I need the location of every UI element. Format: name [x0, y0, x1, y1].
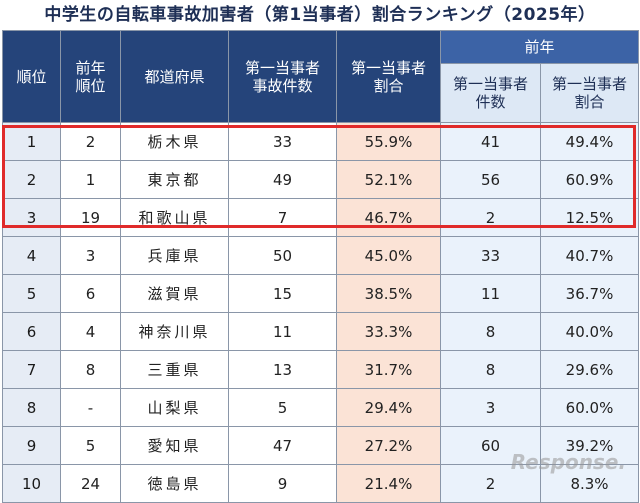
- share-cell: 21.4%: [336, 464, 441, 503]
- prev-share-cell: 12.5%: [539, 198, 640, 237]
- table-row: 1 2 栃木県 33 55.9% 41 49.4%: [2, 122, 640, 161]
- prev-rank-cell: 2: [60, 122, 121, 161]
- share-cell: 55.9%: [336, 122, 441, 161]
- prev-rank-cell: 4: [60, 312, 121, 351]
- prev-rank-cell: 1: [60, 160, 121, 199]
- share-cell: 33.3%: [336, 312, 441, 351]
- cases-cell: 49: [228, 160, 337, 199]
- table-row: 8- 山梨県 5 29.4% 3 60.0%: [2, 388, 640, 427]
- prev-cases-cell: 56: [440, 160, 541, 199]
- table-row: 9 5 愛知県 47 27.2% 60 39.2%: [2, 426, 640, 465]
- prev-share-cell: 36.7%: [539, 274, 640, 313]
- share-cell: 45.0%: [336, 236, 441, 275]
- rank-cell: 8: [2, 388, 61, 427]
- prev-cases-cell: 3: [440, 388, 541, 427]
- prefecture-cell: 栃木県: [120, 122, 229, 161]
- rank-cell: 4: [2, 236, 61, 275]
- prefecture-cell: 兵庫県: [120, 236, 229, 275]
- rank-cell: 1: [2, 122, 61, 161]
- share-cell: 27.2%: [336, 426, 441, 465]
- prev-rank-cell: 8: [60, 350, 121, 389]
- prev-cases-cell: 2: [440, 198, 541, 237]
- share-cell: 52.1%: [336, 160, 441, 199]
- table-row: 3 19 和歌山県 7 46.7% 2 12.5%: [2, 198, 640, 237]
- header-share: 第一当事者 割合: [336, 30, 441, 123]
- prev-cases-cell: 60: [440, 426, 541, 465]
- prev-share-cell: 60.9%: [539, 160, 640, 199]
- prev-cases-cell: 8: [440, 312, 541, 351]
- prev-rank-cell: 3: [60, 236, 121, 275]
- cases-cell: 15: [228, 274, 337, 313]
- rank-cell: 7: [2, 350, 61, 389]
- prev-share-cell: 60.0%: [539, 388, 640, 427]
- prefecture-cell: 滋賀県: [120, 274, 229, 313]
- table-row: 5 6 滋賀県 15 38.5% 11 36.7%: [2, 274, 640, 313]
- header-prefecture: 都道府県: [120, 30, 229, 123]
- prev-cases-cell: 41: [440, 122, 541, 161]
- prefecture-cell: 東京都: [120, 160, 229, 199]
- prev-cases-cell: 33: [440, 236, 541, 275]
- header-prev-group: 前年: [439, 30, 640, 64]
- rank-cell: 10: [2, 464, 61, 503]
- prefecture-cell: 三重県: [120, 350, 229, 389]
- prefecture-cell: 神奈川県: [120, 312, 229, 351]
- prev-rank-cell: 6: [60, 274, 121, 313]
- prefecture-cell: 和歌山県: [120, 198, 229, 237]
- prev-rank-cell: -: [60, 388, 121, 427]
- prefecture-cell: 愛知県: [120, 426, 229, 465]
- table-row: 7 8 三重県 13 31.7% 8 29.6%: [2, 350, 640, 389]
- prev-share-cell: 49.4%: [539, 122, 640, 161]
- header-prev-rank: 前年 順位: [60, 30, 121, 123]
- cases-cell: 5: [228, 388, 337, 427]
- prev-share-cell: 40.0%: [539, 312, 640, 351]
- rank-cell: 9: [2, 426, 61, 465]
- prev-cases-cell: 8: [440, 350, 541, 389]
- header-rank: 順位: [2, 30, 61, 123]
- rank-cell: 5: [2, 274, 61, 313]
- prev-share-cell: 40.7%: [539, 236, 640, 275]
- cases-cell: 47: [228, 426, 337, 465]
- prev-share-cell: 29.6%: [539, 350, 640, 389]
- cases-cell: 11: [228, 312, 337, 351]
- table-row: 2 1 東京都 49 52.1% 56 60.9%: [2, 160, 640, 199]
- rank-cell: 3: [2, 198, 61, 237]
- header-prev-cases: 第一当事者 件数: [440, 63, 541, 123]
- header-prev-share: 第一当事者 割合: [539, 63, 640, 123]
- prefecture-cell: 徳島県: [120, 464, 229, 503]
- prev-rank-cell: 24: [60, 464, 121, 503]
- page-title: 中学生の自転車事故加害者（第1当事者）割合ランキング（2025年）: [44, 5, 596, 25]
- rank-cell: 6: [2, 312, 61, 351]
- prefecture-cell: 山梨県: [120, 388, 229, 427]
- share-cell: 38.5%: [336, 274, 441, 313]
- response-watermark: Response.: [510, 450, 626, 474]
- cases-cell: 33: [228, 122, 337, 161]
- share-cell: 29.4%: [336, 388, 441, 427]
- prev-share-cell: 39.2%: [539, 426, 640, 465]
- cases-cell: 7: [228, 198, 337, 237]
- rank-cell: 2: [2, 160, 61, 199]
- share-cell: 31.7%: [336, 350, 441, 389]
- header-cases: 第一当事者 事故件数: [228, 30, 337, 123]
- ranking-table: 順位 前年 順位 都道府県 第一当事者 事故件数 第一当事者 割合 前年 第一当…: [2, 30, 640, 503]
- table-row: 4 3 兵庫県 50 45.0% 33 40.7%: [2, 236, 640, 275]
- prev-cases-cell: 11: [440, 274, 541, 313]
- prev-rank-cell: 19: [60, 198, 121, 237]
- prev-rank-cell: 5: [60, 426, 121, 465]
- table-row: 6 4 神奈川県 11 33.3% 8 40.0%: [2, 312, 640, 351]
- cases-cell: 9: [228, 464, 337, 503]
- cases-cell: 50: [228, 236, 337, 275]
- cases-cell: 13: [228, 350, 337, 389]
- share-cell: 46.7%: [336, 198, 441, 237]
